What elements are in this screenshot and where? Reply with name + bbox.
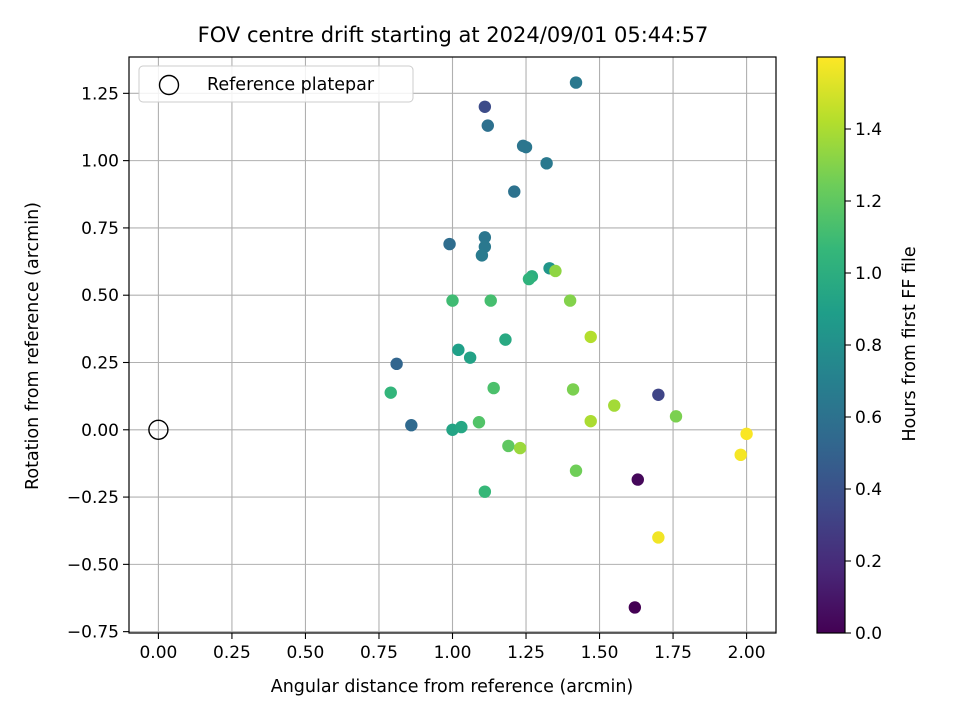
scatter-point [652, 531, 665, 544]
x-tick-label: 0.00 [139, 643, 177, 663]
x-tick-label: 1.25 [507, 643, 545, 663]
scatter-point [740, 427, 753, 441]
colorbar-tick-label: 0.4 [855, 480, 882, 500]
scatter-point [540, 157, 553, 170]
scatter-point [563, 294, 577, 307]
y-axis-ticks: −0.75 −0.50 −0.25 0.00 0.25 0.50 0.75 1.00 1.25 [67, 84, 129, 643]
colorbar-ticks: 0.0 0.2 0.4 0.6 0.8 1.0 1.2 1.4 [845, 120, 882, 644]
scatter-point [478, 100, 492, 113]
scatter-point [390, 357, 403, 371]
scatter-point [446, 294, 459, 307]
y-tick-label: 1.25 [81, 84, 119, 104]
x-tick-label: 0.75 [360, 643, 398, 663]
scatter-point [569, 464, 583, 477]
scatter-point [478, 231, 492, 244]
colorbar-tick-label: 1.4 [855, 120, 882, 140]
chart-title: FOV centre drift starting at 2024/09/01 … [198, 23, 709, 47]
scatter-point [487, 381, 500, 395]
colorbar-tick-label: 0.6 [855, 408, 882, 428]
scatter-point [631, 473, 644, 486]
scatter-point [508, 185, 521, 198]
legend-box [138, 65, 414, 103]
scatter-point [472, 416, 486, 429]
colorbar-tick-label: 0.0 [855, 624, 882, 644]
reference-platepar-marker [148, 419, 169, 440]
x-axis-label: Angular distance from reference (arcmin) [271, 677, 634, 697]
scatter-point [502, 439, 515, 453]
y-tick-label: 1.00 [81, 152, 119, 172]
scatter-point [566, 383, 580, 396]
scatter-point [513, 441, 527, 455]
scatter-point [463, 351, 477, 364]
x-tick-label: 1.75 [654, 643, 692, 663]
scatter-point [499, 333, 512, 346]
scatter-point [443, 237, 456, 251]
colorbar-label: Hours from first FF file [900, 246, 920, 441]
y-axis-label: Rotation from reference (arcmin) [23, 202, 43, 490]
scatter-point [608, 399, 621, 412]
scatter-point [522, 272, 536, 286]
reference-marker-layer [148, 419, 169, 440]
x-tick-label: 0.25 [213, 643, 251, 663]
colorbar [817, 57, 845, 633]
colorbar-tick-label: 1.2 [855, 192, 882, 212]
x-tick-label: 1.50 [581, 643, 619, 663]
x-tick-label: 2.00 [728, 643, 766, 663]
legend-reference-marker [158, 74, 180, 96]
scatter-point [584, 330, 597, 344]
scatter-point [475, 249, 489, 262]
scatter-point [734, 448, 747, 462]
y-tick-label: 0.50 [81, 286, 119, 306]
y-tick-label: 0.00 [81, 421, 119, 441]
data-points [384, 76, 753, 614]
colorbar-tick-label: 1.0 [855, 264, 882, 284]
scatter-point [519, 140, 533, 154]
scatter-point [569, 76, 583, 89]
y-tick-label: 0.75 [81, 219, 119, 239]
scatter-point [549, 264, 562, 278]
scatter-point [669, 410, 683, 423]
colorbar-tick-label: 0.8 [855, 336, 882, 356]
scatter-point [481, 119, 494, 132]
scatter-point [652, 388, 665, 401]
scatter-point [484, 294, 497, 307]
colorbar-tick-label: 0.2 [855, 552, 882, 572]
scatter-point [478, 485, 492, 498]
scatter-point [405, 419, 418, 432]
y-tick-label: −0.25 [67, 488, 119, 508]
y-tick-label: −0.50 [67, 555, 119, 575]
legend-label-reference: Reference platepar [207, 75, 375, 95]
legend: Reference platepar [138, 65, 414, 103]
scatter-point [455, 420, 468, 434]
scatter-point [628, 601, 642, 614]
y-tick-label: −0.75 [67, 623, 119, 643]
y-tick-label: 0.25 [81, 353, 119, 373]
scatter-point [584, 414, 597, 428]
scatter-point [452, 343, 465, 357]
x-tick-label: 0.50 [287, 643, 325, 663]
scatter-point [384, 386, 397, 399]
x-axis-ticks: 0.00 0.25 0.50 0.75 1.00 1.25 1.50 1.75 2.00 [139, 633, 766, 663]
x-tick-label: 1.00 [434, 643, 472, 663]
